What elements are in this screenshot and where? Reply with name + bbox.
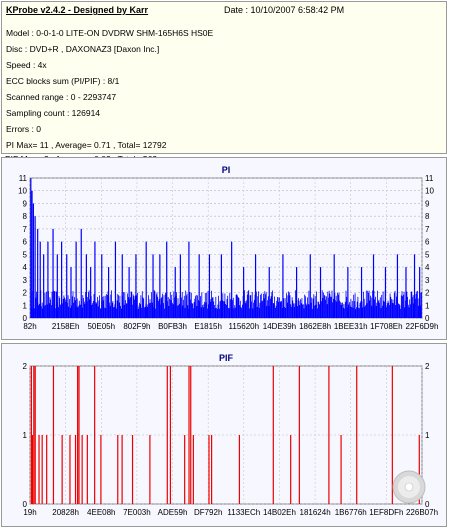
- x-tick-label: 802F9h: [123, 322, 150, 331]
- model-line: Model : 0-0-1-0 LITE-ON DVDRW SHM-165H6S…: [6, 28, 214, 38]
- scan-date: Date : 10/10/2007 6:58:42 PM: [224, 5, 345, 15]
- x-tick-label: 14B02Eh: [263, 508, 296, 517]
- pif-chart-panel: PIF 0 0 1 1 2 2 19h 20828h 4EE08h 7E003h ADE59h DF79…: [1, 343, 447, 527]
- y-tick-right: 9: [425, 199, 430, 208]
- y-tick-right: 1: [425, 301, 430, 310]
- info-panel: KProbe v2.4.2 - Designed by Karr Date : …: [1, 1, 447, 154]
- y-tick-left: 10: [18, 187, 27, 196]
- y-tick-right: 3: [425, 276, 430, 285]
- y-tick-left: 5: [23, 250, 28, 259]
- x-tick-label: 22F6D9h: [406, 322, 439, 331]
- x-tick-label: DF792h: [194, 508, 222, 517]
- y-tick-left: 1: [23, 431, 28, 440]
- chart-title: PI: [222, 165, 231, 175]
- y-tick-left: 3: [23, 276, 28, 285]
- sampling-line: Sampling count : 126914: [6, 108, 101, 118]
- range-line: Scanned range : 0 - 2293747: [6, 92, 117, 102]
- y-tick-right: 11: [425, 174, 434, 183]
- y-tick-right: 1: [425, 431, 430, 440]
- x-tick-label: 82h: [23, 322, 36, 331]
- y-tick-left: 2: [23, 362, 28, 371]
- x-tick-label: 2158Eh: [52, 322, 80, 331]
- x-tick-label: 181624h: [300, 508, 331, 517]
- x-tick-label: 50E05h: [87, 322, 115, 331]
- y-tick-right: 4: [425, 263, 430, 272]
- x-tick-label: 1EF8DFh: [369, 508, 403, 517]
- y-tick-left: 0: [23, 500, 28, 509]
- x-tick-label: 4EE08h: [87, 508, 115, 517]
- y-tick-right: 2: [425, 362, 430, 371]
- x-tick-label: 1B6776h: [335, 508, 367, 517]
- x-tick-label: 19h: [23, 508, 36, 517]
- y-tick-right: 7: [425, 225, 430, 234]
- x-tick-label: 115620h: [229, 322, 260, 331]
- pi-summary-line: PI Max= 11 , Average= 0.71 , Total= 1279…: [6, 140, 167, 150]
- y-tick-left: 4: [23, 263, 28, 272]
- x-tick-label: 14DE39h: [263, 322, 296, 331]
- y-tick-left: 2: [23, 289, 28, 298]
- app-title: KProbe v2.4.2 - Designed by Karr: [6, 5, 149, 15]
- x-tick-label: 20828h: [52, 508, 79, 517]
- x-tick-label: 1862E8h: [299, 322, 331, 331]
- x-tick-label: E1815h: [194, 322, 222, 331]
- y-tick-right: 8: [425, 212, 430, 221]
- y-tick-left: 9: [23, 199, 28, 208]
- y-tick-left: 6: [23, 238, 28, 247]
- y-tick-right: 5: [425, 250, 430, 259]
- x-tick-label: 226B07h: [406, 508, 438, 517]
- disc-line: Disc : DVD+R , DAXONAZ3 [Daxon Inc.]: [6, 44, 160, 54]
- chart-title: PIF: [219, 353, 234, 363]
- y-tick-left: 1: [23, 301, 28, 310]
- errors-line: Errors : 0: [6, 124, 41, 134]
- y-tick-right: 0: [425, 314, 430, 323]
- speed-line: Speed : 4x: [6, 60, 47, 70]
- y-tick-left: 11: [19, 174, 28, 183]
- x-tick-label: 1133ECh: [227, 508, 260, 517]
- x-tick-label: 7E003h: [123, 508, 151, 517]
- ecc-line: ECC blocks sum (PI/PIF) : 8/1: [6, 76, 120, 86]
- y-tick-right: 10: [425, 187, 434, 196]
- disc-icon: [392, 470, 426, 504]
- y-tick-left: 7: [23, 225, 28, 234]
- x-tick-label: 1F708Eh: [370, 322, 402, 331]
- x-tick-label: B0FB3h: [158, 322, 187, 331]
- y-tick-left: 0: [23, 314, 28, 323]
- pif-chart: PIF 0 0 1 1 2 2 19h 20828h 4EE08h 7E003h ADE59h DF79…: [23, 353, 438, 517]
- y-tick-right: 6: [425, 238, 430, 247]
- y-tick-right: 2: [425, 289, 430, 298]
- x-tick-label: 1BEE31h: [334, 322, 368, 331]
- y-tick-right: 0: [425, 500, 430, 509]
- pi-chart-panel: PI 0 0 1 1 2 2 3 3 4 4 5 5 6 6 7 7 8 8 9 9 10 10 11 11 82h 2158Eh 5…: [1, 157, 447, 340]
- y-tick-left: 8: [23, 212, 28, 221]
- x-tick-label: ADE59h: [158, 508, 188, 517]
